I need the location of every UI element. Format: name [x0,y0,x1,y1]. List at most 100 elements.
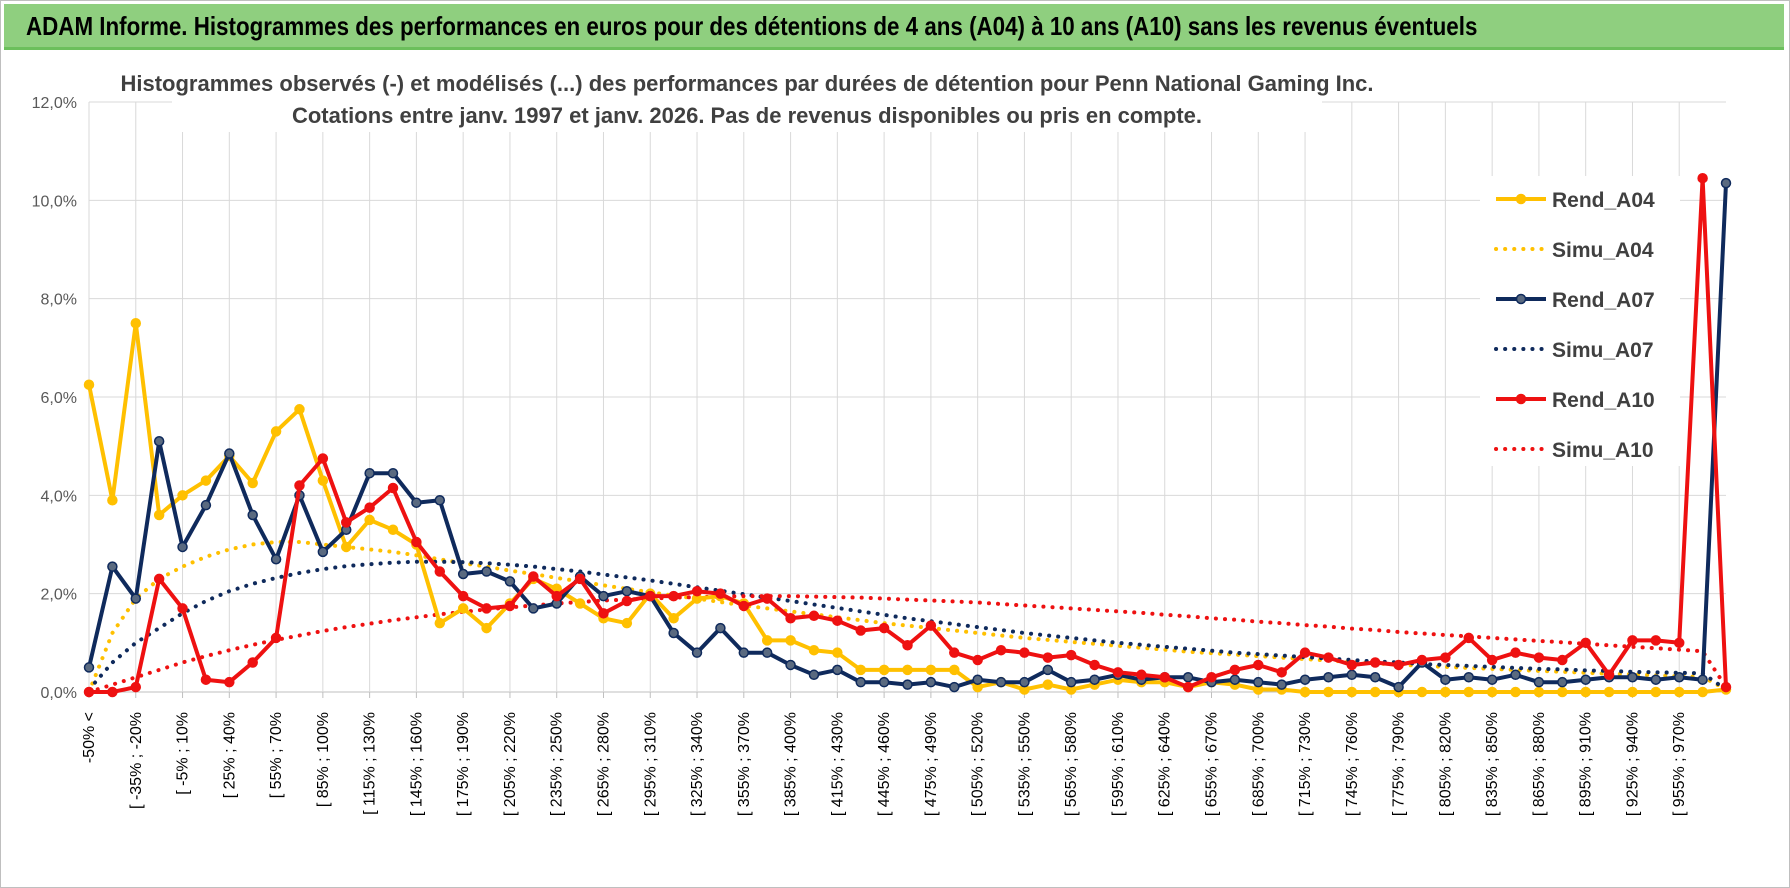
data-point [832,647,843,658]
gridlines [88,101,1726,698]
data-point [1112,667,1124,678]
data-point [1089,674,1100,685]
data-point [1346,659,1358,671]
legend-background [1480,176,1680,466]
data-point [1042,652,1054,663]
data-point [481,622,492,634]
legend-label: Rend_A10 [1552,389,1655,412]
data-point [130,593,142,604]
series-Rend_A07 [83,177,1732,693]
data-point [153,509,165,521]
legend-label: Rend_A04 [1552,189,1655,212]
data-point [130,318,142,329]
x-tick-label: [ 595% ; 610% [1110,712,1127,816]
data-point [902,679,913,690]
data-point [224,676,235,688]
chart-subtitle: Cotations entre janv. 1997 et janv. 2026… [292,103,1202,128]
data-point [481,603,492,614]
data-point [1697,686,1708,698]
data-point [621,617,633,629]
data-point [1673,637,1685,649]
x-tick-label: [ 625% ; 640% [1157,712,1174,816]
data-point [1065,649,1077,661]
data-point [1369,672,1381,683]
data-point [1510,686,1521,698]
data-point [855,625,866,636]
data-point [107,561,118,572]
x-axis-ticks: -50% < [ -35% ; -20% [ -5% ; 10% [ 25% ; 40… [81,712,1688,816]
data-point [808,669,820,681]
legend-item: Simu_A04 [1494,239,1654,262]
data-point [107,686,118,698]
data-point [247,477,258,489]
data-point [1346,686,1358,698]
x-tick-label: [ 145% ; 160% [408,712,425,816]
data-point [1697,674,1708,685]
y-tick-label: 4,0% [41,488,77,505]
x-tick-label: [ 25% ; 40% [221,712,238,798]
data-point [457,590,469,602]
data-point [598,608,609,619]
data-point [364,502,375,513]
data-point [1463,686,1475,698]
data-point [83,686,95,698]
data-point [294,480,305,491]
series-Simu_A07 [87,559,1728,692]
series-line [87,559,1728,692]
data-point [1369,686,1381,698]
data-point [738,600,750,612]
data-point [317,453,329,464]
data-point [1136,669,1147,681]
data-point [551,590,562,602]
legend-item: Rend_A07 [1496,289,1655,312]
data-point [1440,686,1451,698]
data-point [1416,654,1428,666]
data-point [1580,637,1591,649]
banner-title: ADAM Informe. Histogrammes des performan… [26,11,1478,41]
data-point [949,681,960,693]
x-tick-label: [ 175% ; 190% [455,712,472,816]
data-point [761,635,773,646]
data-point [83,662,95,673]
legend-label: Simu_A04 [1552,239,1654,262]
data-point [1673,686,1685,698]
data-point [1182,681,1194,693]
data-point [270,632,282,644]
data-point [808,644,820,656]
y-axis-ticks: 0,0% 2,0% 4,0% 6,0% 8,0% 10,0% 12,0% [32,95,77,702]
x-tick-label: [ -5% ; 10% [175,712,192,795]
data-point [1650,674,1662,685]
chart-title-group: Histogrammes observés (-) et modélisés (… [120,66,1374,132]
x-tick-label: [ 955% ; 970% [1671,712,1688,816]
data-point [574,573,586,585]
data-point [1627,635,1638,646]
data-point [528,603,539,614]
data-point [902,640,913,651]
data-point [1416,686,1428,698]
data-point [387,524,399,535]
data-point [1323,686,1334,698]
x-tick-label: [ 925% ; 940% [1624,712,1641,816]
data-point [1019,676,1030,688]
x-tick-label: [ 745% ; 760% [1344,712,1361,816]
x-tick-label: [ 715% ; 730% [1297,712,1314,816]
data-point [481,566,492,577]
data-point [785,635,796,646]
data-point [200,475,212,486]
data-point [1440,674,1451,685]
data-point [1369,657,1381,668]
data-point [457,603,469,614]
x-tick-label: [ 325% ; 340% [689,712,706,816]
y-tick-label: 8,0% [41,292,77,309]
data-point [1019,647,1030,658]
data-point [878,622,890,634]
x-tick-label: [ 835% ; 850% [1484,712,1501,816]
data-point [972,654,983,666]
data-point [200,499,212,511]
data-point [902,664,913,676]
data-point [761,593,773,604]
data-point [1673,672,1685,683]
data-point [270,426,282,437]
x-tick-label: [ 385% ; 400% [783,712,800,816]
data-point [1463,632,1475,644]
